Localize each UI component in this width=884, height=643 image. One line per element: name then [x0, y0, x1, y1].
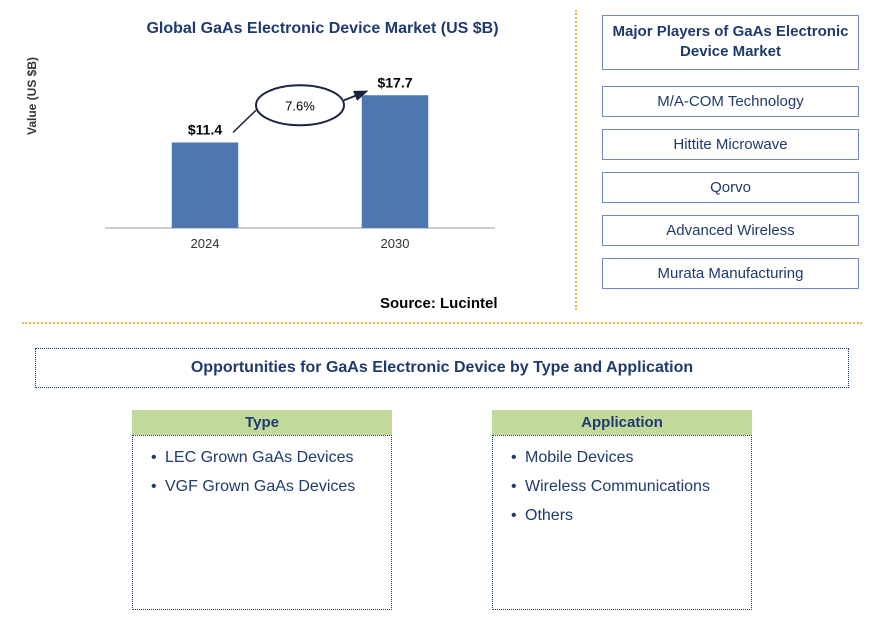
players-list: M/A-COM Technology Hittite Microwave Qorvo… — [602, 86, 859, 289]
player-box: Hittite Microwave — [602, 129, 859, 160]
opportunity-table: Application Mobile Devices Wireless Commun… — [492, 410, 752, 610]
player-box: Murata Manufacturing — [602, 258, 859, 289]
player-box: Advanced Wireless — [602, 215, 859, 246]
horizontal-divider — [22, 322, 862, 324]
chart-svg: $11.4 2024 $17.7 2030 7.6% — [40, 68, 520, 258]
opportunity-header: Type — [132, 410, 392, 435]
opportunity-body: LEC Grown GaAs Devices VGF Grown GaAs Dev… — [132, 435, 392, 610]
opportunity-item: LEC Grown GaAs Devices — [151, 446, 387, 469]
opportunity-header: Application — [492, 410, 752, 435]
svg-text:7.6%: 7.6% — [285, 98, 315, 113]
chart-title: Global GaAs Electronic Device Market (US… — [80, 20, 565, 38]
opportunity-item: VGF Grown GaAs Devices — [151, 475, 387, 498]
players-title: Major Players of GaAs Electronic Device … — [602, 15, 859, 70]
opportunity-table: Type LEC Grown GaAs Devices VGF Grown GaAs… — [132, 410, 392, 610]
player-box: M/A-COM Technology — [602, 86, 859, 117]
opportunity-body: Mobile Devices Wireless Communications Oth… — [492, 435, 752, 610]
opportunity-item: Wireless Communications — [511, 475, 747, 498]
svg-text:$11.4: $11.4 — [188, 122, 222, 138]
svg-text:2024: 2024 — [191, 236, 220, 251]
bar-chart: $11.4 2024 $17.7 2030 7.6% — [40, 68, 565, 278]
svg-text:$17.7: $17.7 — [377, 74, 412, 90]
player-box: Qorvo — [602, 172, 859, 203]
players-panel: Major Players of GaAs Electronic Device … — [577, 0, 884, 320]
opportunity-item: Mobile Devices — [511, 446, 747, 469]
infographic-container: Global GaAs Electronic Device Market (US… — [0, 0, 884, 643]
source-label: Source: Lucintel — [380, 295, 498, 312]
bottom-section: Opportunities for GaAs Electronic Device… — [0, 330, 884, 620]
top-section: Global GaAs Electronic Device Market (US… — [0, 0, 884, 320]
opportunity-item: Others — [511, 504, 747, 527]
chart-ylabel: Value (US $B) — [25, 57, 39, 135]
opportunities-tables: Type LEC Grown GaAs Devices VGF Grown GaAs… — [35, 410, 849, 610]
svg-text:2030: 2030 — [381, 236, 410, 251]
opportunities-title: Opportunities for GaAs Electronic Device… — [35, 348, 849, 388]
chart-area: Global GaAs Electronic Device Market (US… — [0, 0, 575, 320]
